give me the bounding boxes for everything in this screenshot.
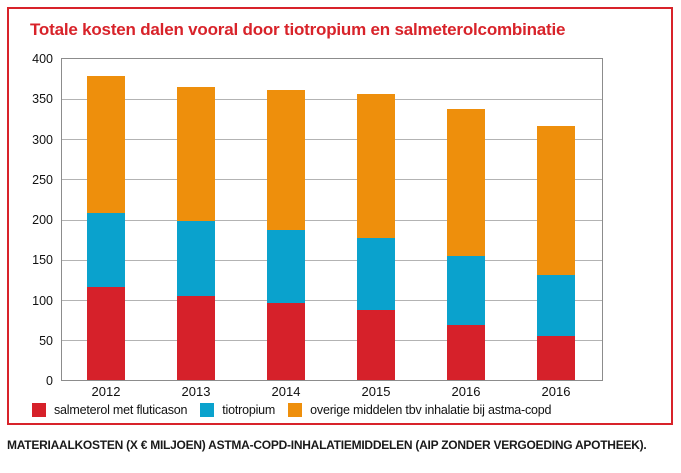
legend-item-overige: overige middelen tbv inhalatie bij astma… xyxy=(288,403,551,417)
gridline xyxy=(62,179,602,181)
bar-segment-salmeterol-2016 xyxy=(447,324,485,380)
gridline xyxy=(62,99,602,101)
gridline xyxy=(62,219,602,221)
bar-segment-tiotropium-2014 xyxy=(267,229,305,303)
bar-segment-overige-2012 xyxy=(87,75,125,214)
x-axis-tick-label: 2016 xyxy=(541,384,571,399)
bar-segment-tiotropium-2016 xyxy=(447,256,485,325)
legend: salmeterol met fluticason tiotropium overi… xyxy=(32,402,551,418)
bar-2013-1 xyxy=(177,87,215,380)
y-axis-tick-label: 200 xyxy=(32,213,53,227)
legend-label: overige middelen tbv inhalatie bij astma… xyxy=(310,403,552,417)
bar-2012-0 xyxy=(87,75,125,380)
legend-swatch-icon xyxy=(200,403,215,417)
bar-segment-overige-2016 xyxy=(537,126,575,275)
plot-area xyxy=(61,58,603,381)
y-axis-tick-label: 100 xyxy=(32,293,53,308)
chart-title: Totale kosten dalen vooral door tiotropi… xyxy=(30,20,566,39)
bar-2016-5 xyxy=(537,126,575,380)
x-axis-tick-label: 2013 xyxy=(181,384,211,399)
bar-segment-overige-2016 xyxy=(447,108,485,257)
bar-segment-tiotropium-2016 xyxy=(537,274,575,336)
x-axis-tick-label: 2012 xyxy=(91,384,121,399)
legend-label: salmeterol met fluticason xyxy=(54,403,188,417)
x-axis-tick-label: 2016 xyxy=(451,384,481,399)
bar-segment-overige-2015 xyxy=(357,93,395,238)
y-axis-tick-label: 50 xyxy=(39,333,53,348)
x-axis-tick-label: 2014 xyxy=(271,384,301,399)
y-axis-tick-label: 250 xyxy=(32,172,53,187)
y-axis-tick-label: 350 xyxy=(32,92,53,107)
y-axis-tick-label: 300 xyxy=(32,132,53,147)
bar-2015-3 xyxy=(357,93,395,380)
legend-swatch-icon xyxy=(32,403,46,417)
chart-caption: MATERIAALKOSTEN (X € MILJOEN) ASTMA-COPD… xyxy=(7,438,647,452)
bar-segment-tiotropium-2015 xyxy=(357,237,395,311)
bar-2016-4 xyxy=(447,108,485,380)
legend-item-salmeterol: salmeterol met fluticason xyxy=(32,403,187,417)
legend-swatch-icon xyxy=(288,403,303,417)
chart-frame: Totale kosten dalen vooral door tiotropi… xyxy=(7,7,673,425)
bar-segment-tiotropium-2012 xyxy=(87,213,125,287)
bar-segment-salmeterol-2016 xyxy=(537,335,575,380)
y-axis: 0 50 100 150 200 250 300 350 400 xyxy=(15,52,53,388)
gridline xyxy=(62,139,602,141)
gridline xyxy=(62,259,602,261)
bar-2014-2 xyxy=(267,89,305,380)
gridline xyxy=(62,299,602,301)
bar-segment-salmeterol-2014 xyxy=(267,302,305,380)
bar-segment-salmeterol-2012 xyxy=(87,286,125,380)
y-axis-tick-label: 400 xyxy=(32,52,53,66)
x-axis-tick-label: 2015 xyxy=(361,384,391,399)
bar-segment-overige-2013 xyxy=(177,87,215,222)
gridline xyxy=(62,339,602,341)
bar-segment-salmeterol-2013 xyxy=(177,295,215,380)
x-axis: 2012 2013 2014 2015 2016 2016 xyxy=(61,384,603,402)
legend-label: tiotropium xyxy=(222,403,276,417)
y-axis-tick-label: 0 xyxy=(46,374,53,388)
legend-item-tiotropium: tiotropium xyxy=(200,403,275,417)
y-axis-tick-label: 150 xyxy=(32,253,53,268)
bar-segment-overige-2014 xyxy=(267,89,305,230)
bar-segment-salmeterol-2015 xyxy=(357,310,395,380)
bar-segment-tiotropium-2013 xyxy=(177,221,215,296)
